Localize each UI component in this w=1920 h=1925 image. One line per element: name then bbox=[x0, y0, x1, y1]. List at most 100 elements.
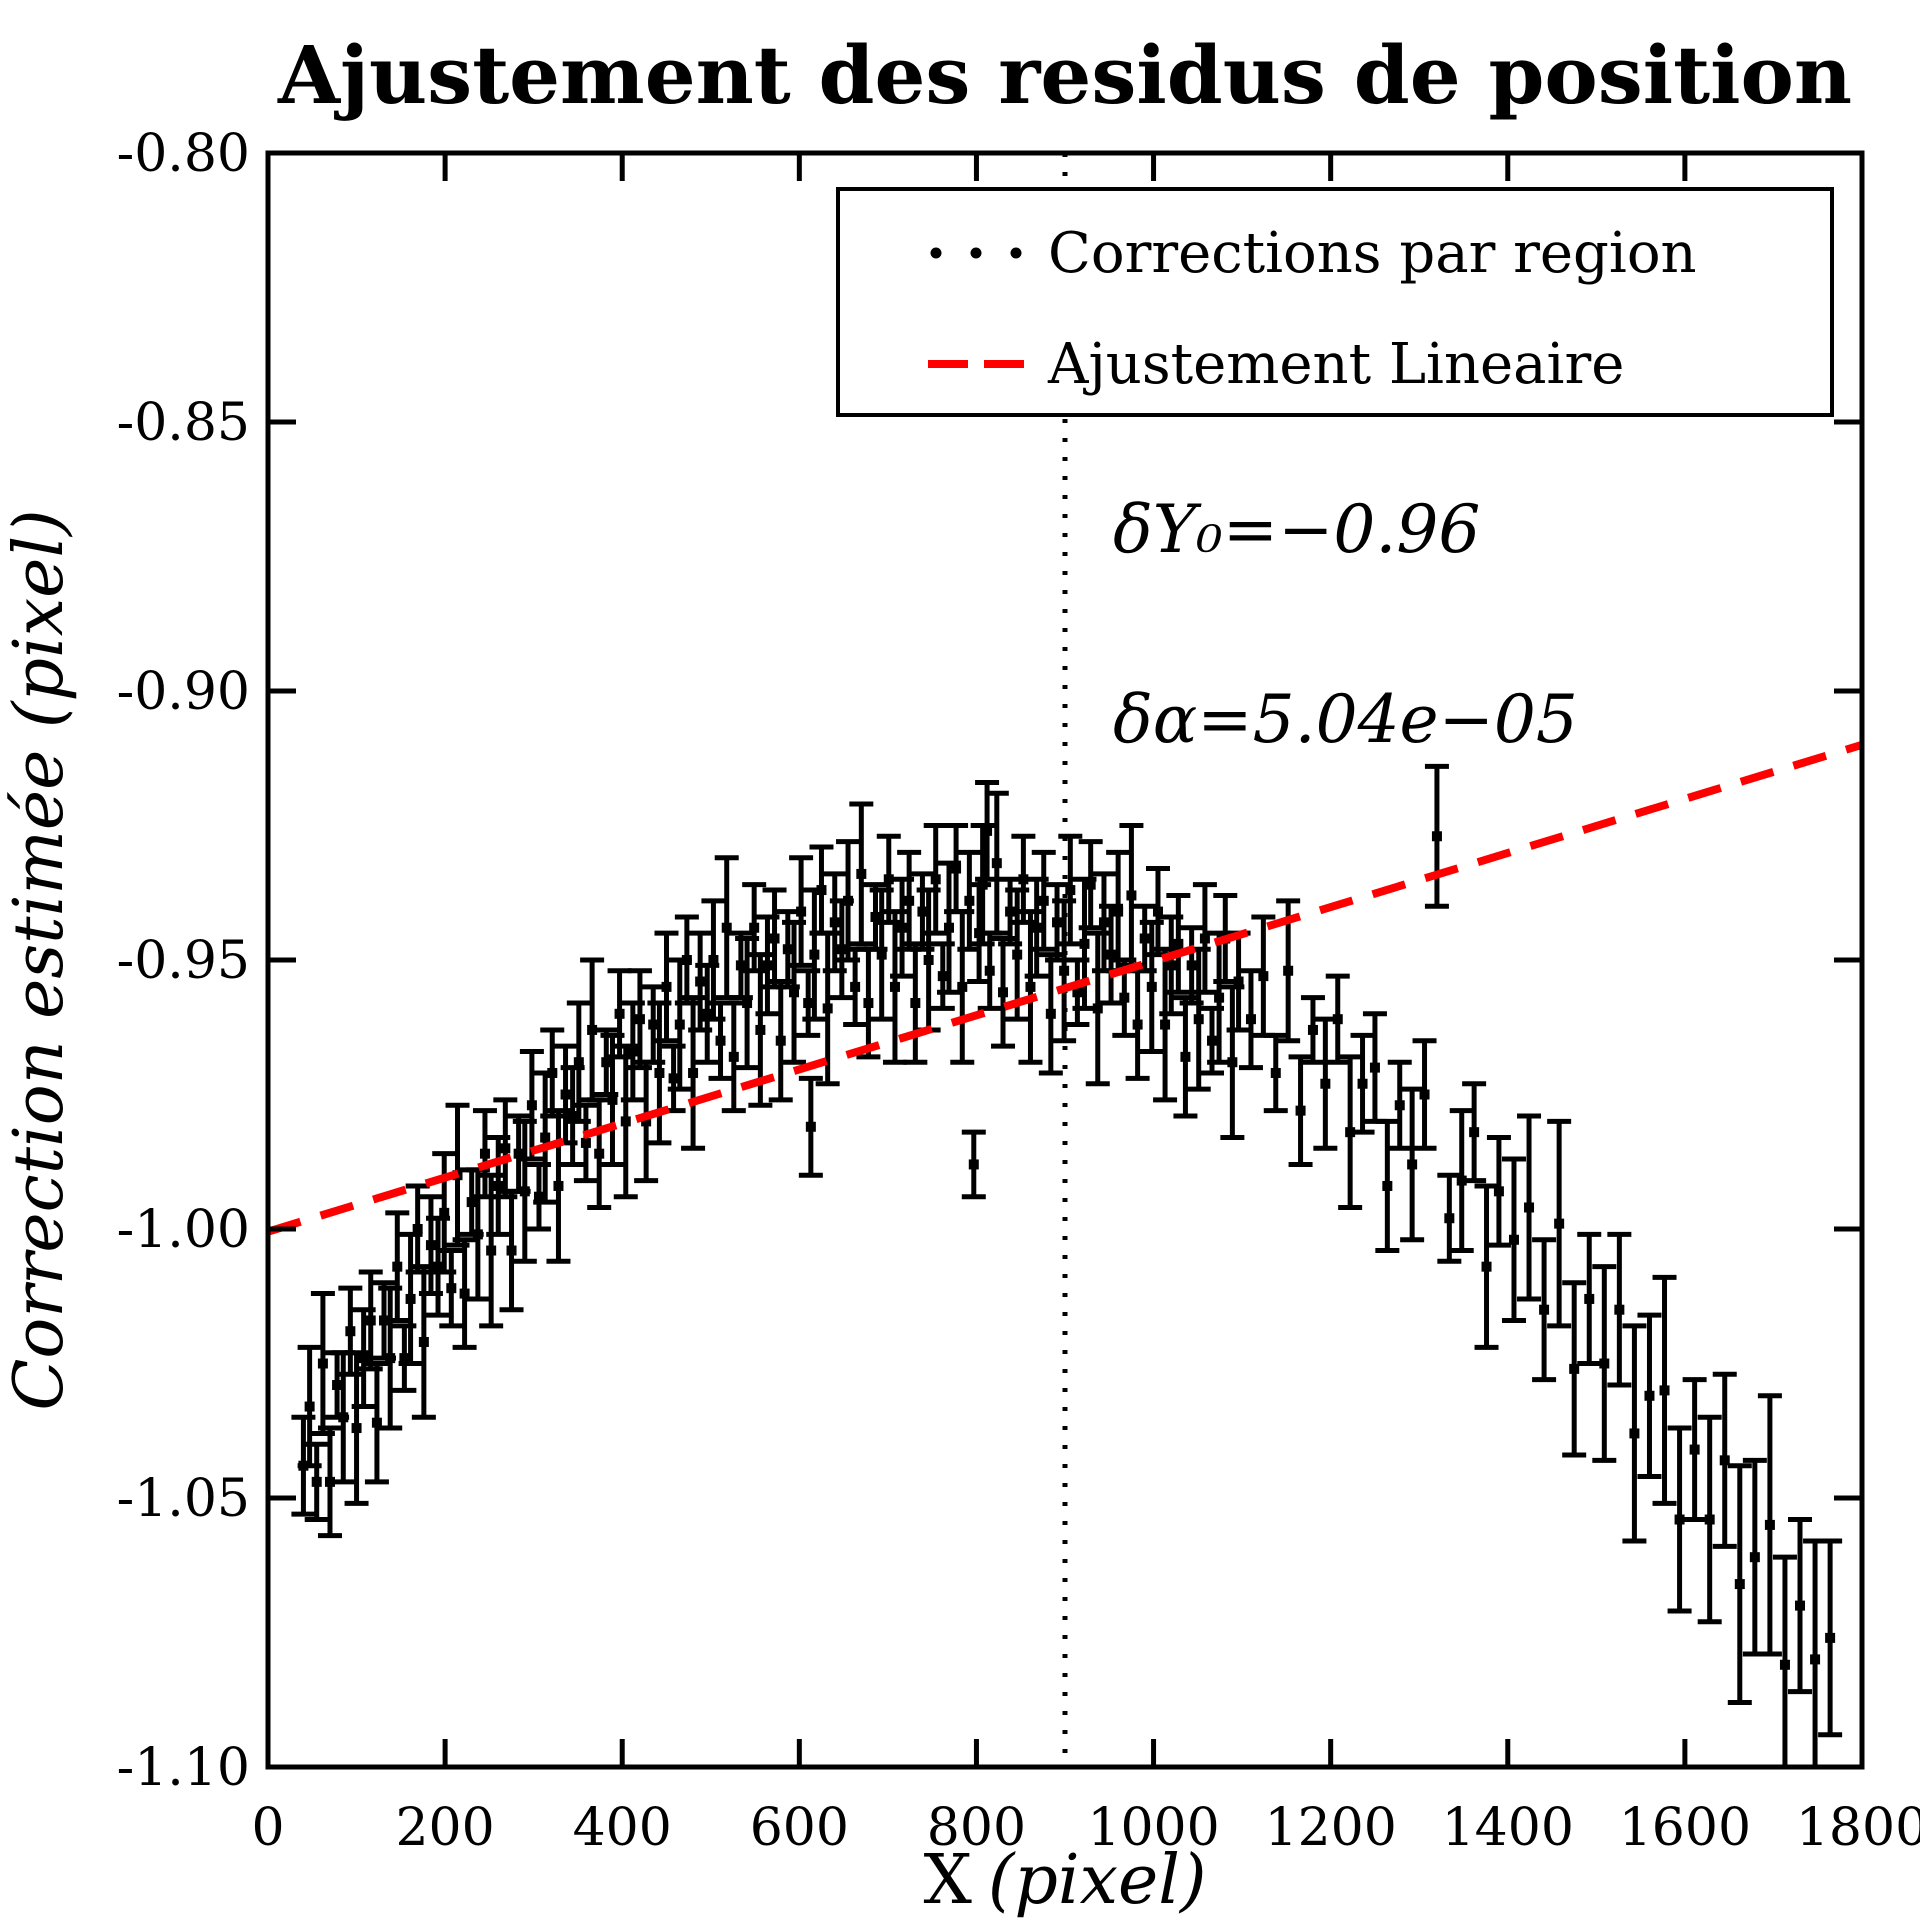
point-marker bbox=[1456, 1175, 1467, 1186]
point-marker bbox=[472, 1229, 483, 1240]
point-marker bbox=[392, 1261, 403, 1272]
point-marker bbox=[412, 1224, 423, 1234]
point-marker bbox=[1113, 906, 1124, 917]
x-tick-label: 400 bbox=[573, 1798, 672, 1858]
data-point bbox=[1592, 1264, 1617, 1463]
data-point bbox=[1300, 995, 1325, 1065]
point-marker bbox=[634, 1014, 645, 1025]
point-marker bbox=[1614, 1304, 1625, 1315]
point-marker bbox=[856, 868, 867, 879]
x-axis-label-suffix: (pixel) bbox=[988, 1841, 1207, 1920]
point-marker bbox=[614, 1008, 625, 1019]
data-point bbox=[1387, 1059, 1412, 1151]
data-point bbox=[310, 1291, 335, 1436]
point-marker bbox=[1295, 1105, 1306, 1116]
point-marker bbox=[1227, 1057, 1238, 1068]
point-marker bbox=[594, 1148, 605, 1159]
data-point bbox=[1532, 1237, 1557, 1383]
point-marker bbox=[1307, 1024, 1318, 1035]
point-marker bbox=[836, 944, 847, 955]
data-point bbox=[304, 1441, 329, 1523]
point-marker bbox=[1180, 1051, 1191, 1062]
point-marker bbox=[553, 1180, 564, 1191]
data-point bbox=[1424, 763, 1449, 909]
point-marker bbox=[1382, 1180, 1393, 1191]
point-marker bbox=[1584, 1293, 1595, 1304]
point-marker bbox=[304, 1401, 315, 1412]
data-point bbox=[1058, 833, 1083, 947]
data-point bbox=[1078, 839, 1103, 931]
legend: Corrections par region Ajustement Lineai… bbox=[836, 187, 1834, 417]
point-marker bbox=[365, 1315, 376, 1326]
point-marker bbox=[1704, 1514, 1715, 1525]
point-marker bbox=[324, 1476, 335, 1487]
y-tick-label: -1.10 bbox=[117, 1738, 250, 1798]
point-marker bbox=[674, 1019, 685, 1030]
point-marker bbox=[459, 1288, 470, 1299]
point-marker bbox=[769, 933, 780, 944]
data-point bbox=[876, 833, 901, 925]
point-marker bbox=[1764, 1519, 1775, 1530]
point-marker bbox=[1085, 879, 1096, 890]
point-marker bbox=[1357, 1078, 1368, 1089]
point-marker bbox=[1098, 917, 1109, 928]
data-point bbox=[708, 1000, 733, 1081]
point-marker bbox=[379, 1315, 390, 1326]
point-marker bbox=[627, 1046, 638, 1057]
point-marker bbox=[1052, 917, 1063, 928]
point-marker bbox=[506, 1245, 517, 1256]
point-marker bbox=[500, 1143, 511, 1154]
data-point bbox=[506, 1113, 531, 1194]
data-point bbox=[1313, 1016, 1338, 1151]
data-point bbox=[1712, 1371, 1737, 1549]
point-marker bbox=[870, 911, 881, 922]
point-marker bbox=[1233, 976, 1244, 987]
point-marker bbox=[1018, 874, 1029, 885]
data-point bbox=[1474, 1183, 1499, 1350]
point-marker bbox=[1152, 906, 1163, 917]
point-marker bbox=[1825, 1632, 1836, 1643]
point-marker bbox=[809, 949, 820, 960]
point-marker bbox=[1139, 933, 1150, 944]
point-marker bbox=[897, 922, 908, 933]
data-point bbox=[546, 1108, 571, 1264]
data-point bbox=[1024, 876, 1049, 979]
point-marker bbox=[519, 1186, 530, 1197]
point-marker bbox=[338, 1412, 349, 1423]
point-marker bbox=[742, 998, 753, 1009]
point-marker bbox=[567, 1111, 578, 1122]
fit-line-group bbox=[268, 740, 1862, 1236]
point-marker bbox=[418, 1336, 429, 1347]
x-tick-label: 1000 bbox=[1087, 1798, 1219, 1858]
point-marker bbox=[968, 1159, 979, 1170]
data-point bbox=[882, 909, 907, 1065]
point-marker bbox=[1674, 1514, 1685, 1525]
y-tick-label: -0.85 bbox=[117, 393, 250, 453]
point-marker bbox=[1810, 1654, 1821, 1665]
point-marker bbox=[1059, 965, 1070, 976]
data-point bbox=[1462, 1081, 1487, 1184]
point-marker bbox=[405, 1293, 416, 1304]
data-point bbox=[1449, 1108, 1474, 1254]
point-marker bbox=[1332, 1014, 1343, 1025]
data-point bbox=[961, 1129, 986, 1200]
data-point bbox=[364, 1361, 389, 1485]
data-point bbox=[573, 1102, 598, 1184]
axis-ticks: 0 200 400 600 800 1000 1200 1400 1600 1800 -0.80 -0… bbox=[117, 124, 1920, 1858]
data-point bbox=[667, 957, 692, 1092]
data-point bbox=[533, 1070, 558, 1205]
data-point bbox=[1577, 1231, 1602, 1366]
point-marker bbox=[385, 1353, 396, 1364]
data-point bbox=[991, 935, 1016, 1049]
point-marker bbox=[486, 1245, 497, 1256]
data-point bbox=[1682, 1377, 1707, 1523]
point-marker bbox=[533, 1191, 544, 1202]
data-point bbox=[1667, 1425, 1692, 1614]
data-point bbox=[849, 801, 874, 947]
point-marker bbox=[601, 1057, 612, 1068]
point-marker bbox=[829, 917, 840, 928]
point-marker bbox=[620, 1116, 631, 1127]
data-point bbox=[1517, 1113, 1542, 1302]
point-marker bbox=[1012, 949, 1023, 960]
data-point bbox=[768, 979, 793, 1103]
